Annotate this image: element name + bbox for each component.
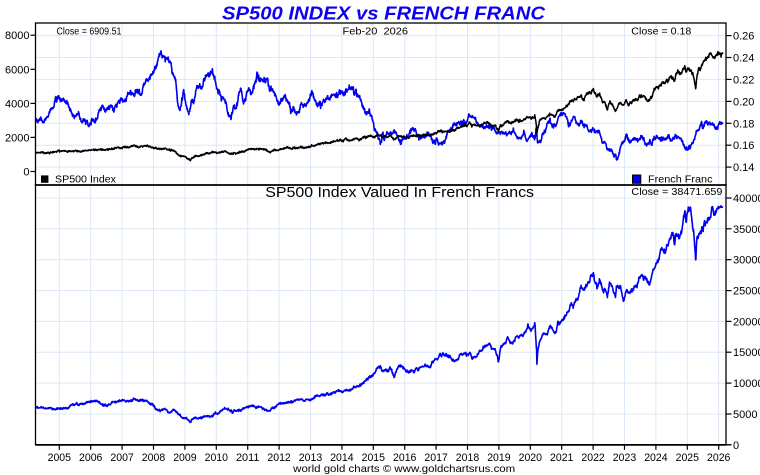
svg-text:2007: 2007 xyxy=(110,452,133,464)
svg-text:0.16: 0.16 xyxy=(733,140,754,152)
svg-text:5000: 5000 xyxy=(733,409,757,421)
svg-text:SP500 INDEX vs FRENCH FRANC: SP500 INDEX vs FRENCH FRANC xyxy=(222,4,546,24)
svg-text:SP500 Index: SP500 Index xyxy=(55,175,116,186)
svg-text:0.22: 0.22 xyxy=(733,74,754,86)
svg-text:2020: 2020 xyxy=(519,452,542,464)
svg-text:2011: 2011 xyxy=(236,452,259,464)
svg-text:2018: 2018 xyxy=(456,452,479,464)
svg-text:2015: 2015 xyxy=(362,452,385,464)
svg-text:0: 0 xyxy=(23,167,29,179)
svg-text:2022: 2022 xyxy=(581,452,604,464)
svg-text:2023: 2023 xyxy=(613,452,636,464)
svg-text:2009: 2009 xyxy=(173,452,196,464)
svg-text:2012: 2012 xyxy=(267,452,290,464)
svg-text:2006: 2006 xyxy=(79,452,102,464)
svg-text:0.18: 0.18 xyxy=(733,118,754,130)
svg-text:2010: 2010 xyxy=(205,452,228,464)
svg-text:Close = 6909.51: Close = 6909.51 xyxy=(57,27,122,38)
svg-text:Close = 38471.659: Close = 38471.659 xyxy=(631,187,722,198)
svg-text:2024: 2024 xyxy=(644,452,667,464)
svg-text:2025: 2025 xyxy=(676,452,699,464)
svg-text:10000: 10000 xyxy=(733,378,760,390)
svg-text:2014: 2014 xyxy=(330,452,353,464)
svg-text:4000: 4000 xyxy=(5,98,29,110)
svg-text:15000: 15000 xyxy=(733,347,760,359)
svg-text:0.26: 0.26 xyxy=(733,31,754,43)
svg-text:2016: 2016 xyxy=(393,452,416,464)
svg-text:2008: 2008 xyxy=(142,452,165,464)
svg-text:2021: 2021 xyxy=(550,452,573,464)
svg-text:world gold charts © www.goldch: world gold charts © www.goldchartsrus.co… xyxy=(292,463,515,475)
svg-text:25000: 25000 xyxy=(733,286,760,298)
svg-text:0: 0 xyxy=(733,440,739,452)
svg-text:2000: 2000 xyxy=(5,132,29,144)
svg-text:French Franc: French Franc xyxy=(648,175,713,186)
svg-text:2026: 2026 xyxy=(707,452,730,464)
svg-text:2017: 2017 xyxy=(424,452,447,464)
svg-text:Feb-20 2026: Feb-20 2026 xyxy=(343,27,409,38)
svg-text:6000: 6000 xyxy=(5,64,29,76)
svg-text:0.20: 0.20 xyxy=(733,96,754,108)
svg-text:0.14: 0.14 xyxy=(733,162,754,174)
svg-text:2005: 2005 xyxy=(48,452,71,464)
svg-text:SP500 Index Valued In French F: SP500 Index Valued In French Francs xyxy=(265,184,534,201)
svg-text:20000: 20000 xyxy=(733,316,760,328)
svg-text:8000: 8000 xyxy=(5,30,29,42)
svg-text:0.24: 0.24 xyxy=(733,53,754,65)
svg-text:30000: 30000 xyxy=(733,255,760,267)
svg-text:2013: 2013 xyxy=(299,452,322,464)
svg-text:Close = 0.18: Close = 0.18 xyxy=(631,27,691,38)
svg-text:40000: 40000 xyxy=(733,193,760,205)
svg-text:35000: 35000 xyxy=(733,224,760,236)
svg-text:2019: 2019 xyxy=(487,452,510,464)
